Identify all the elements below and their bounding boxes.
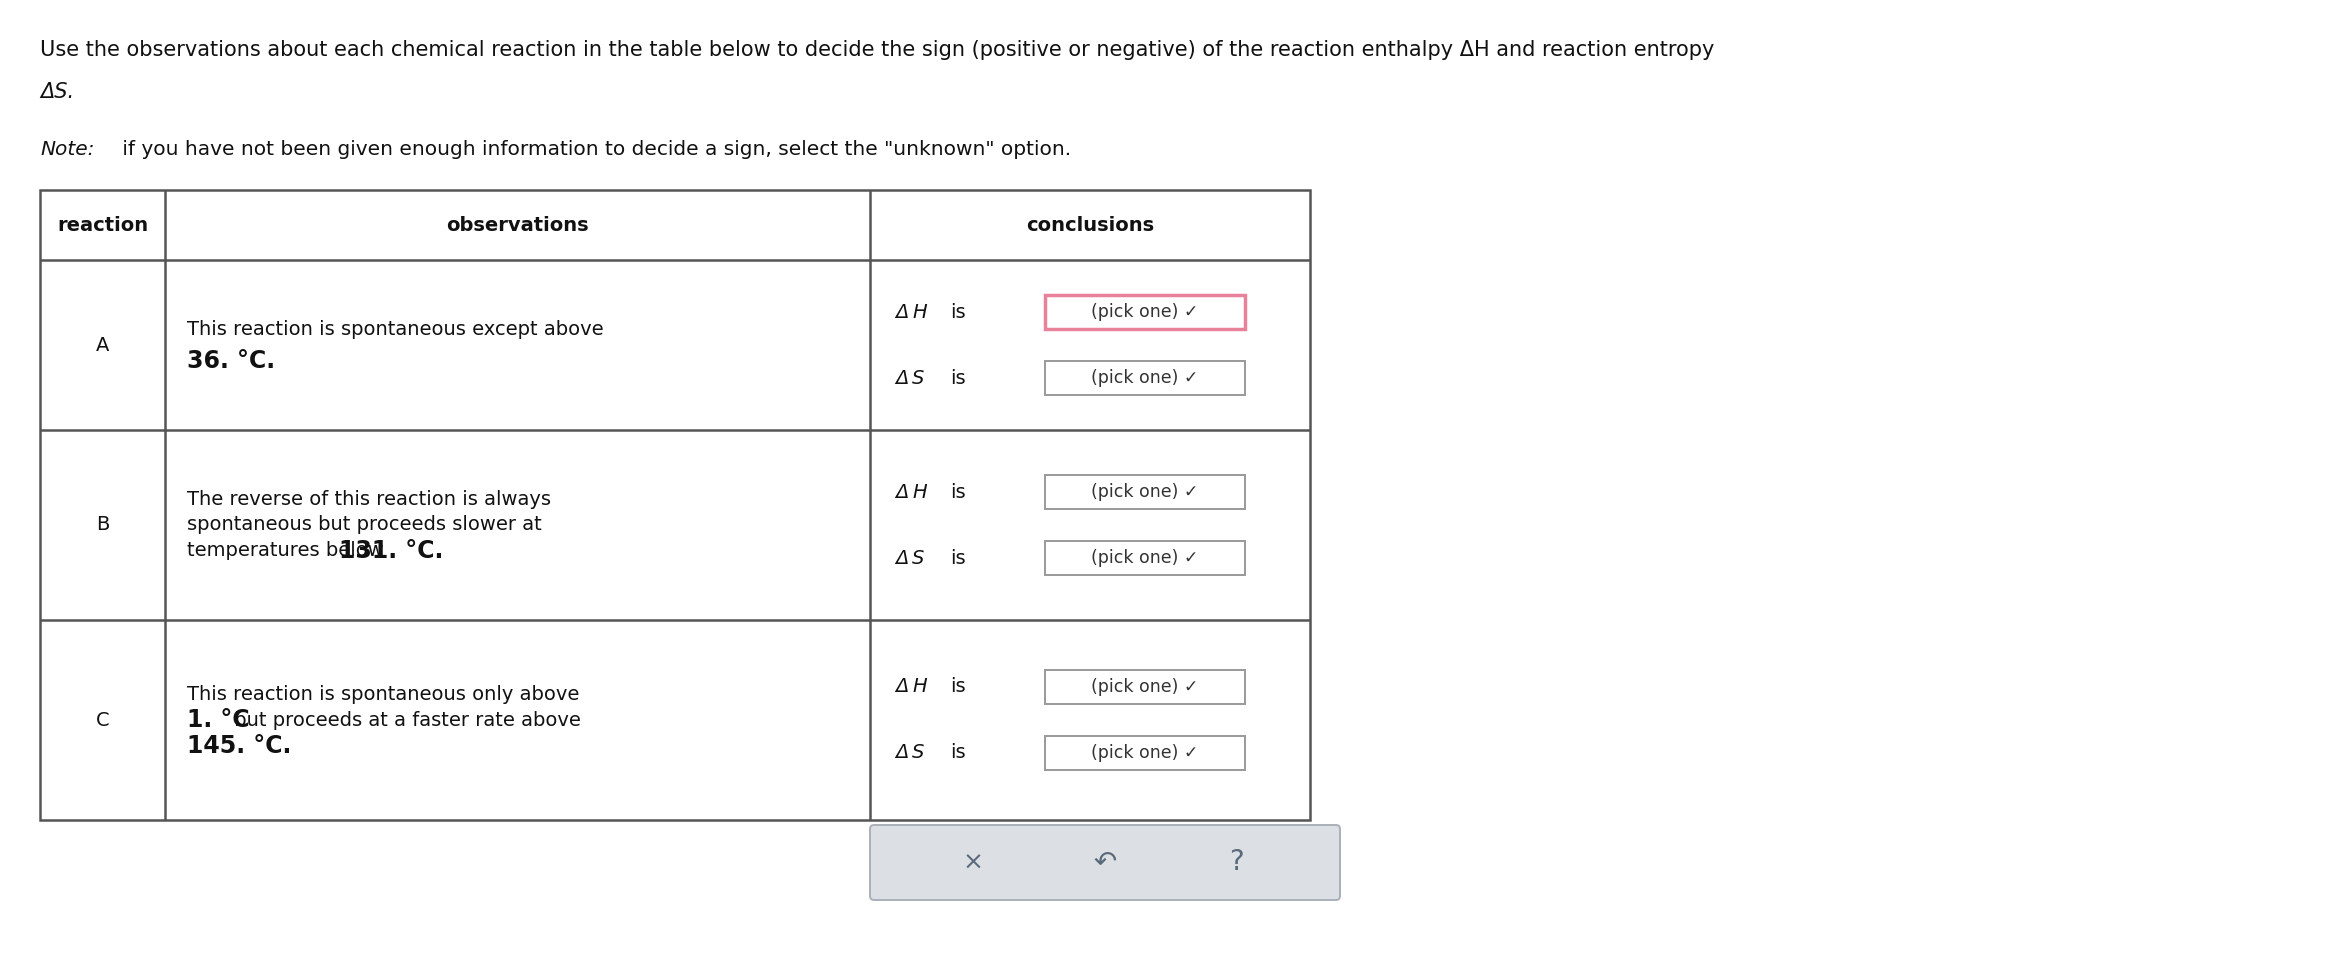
Text: S: S	[912, 368, 924, 387]
Text: is: is	[949, 744, 966, 763]
Text: S: S	[912, 744, 924, 763]
Text: B: B	[96, 515, 108, 534]
Text: Δ: Δ	[895, 744, 909, 763]
Text: ΔS.: ΔS.	[40, 82, 75, 102]
Text: Note:: Note:	[40, 140, 94, 159]
Text: A: A	[96, 336, 108, 355]
Text: Δ: Δ	[895, 302, 909, 321]
Bar	[1046, 541, 1246, 575]
Bar	[1046, 475, 1246, 509]
Text: reaction: reaction	[56, 215, 148, 234]
FancyBboxPatch shape	[870, 825, 1340, 900]
Text: The reverse of this reaction is always: The reverse of this reaction is always	[188, 489, 550, 509]
Text: 145. °C.: 145. °C.	[188, 734, 291, 758]
Text: ×: ×	[963, 851, 985, 875]
Text: (pick one) ✓: (pick one) ✓	[1090, 369, 1198, 387]
Text: observations: observations	[446, 215, 590, 234]
Text: if you have not been given enough information to decide a sign, select the "unkn: if you have not been given enough inform…	[115, 140, 1072, 159]
Text: Δ: Δ	[895, 483, 909, 502]
Text: H: H	[912, 302, 926, 321]
Text: Use the observations about each chemical reaction in the table below to decide t: Use the observations about each chemical…	[40, 40, 1716, 60]
Text: This reaction is spontaneous except above: This reaction is spontaneous except abov…	[188, 320, 604, 338]
Text: is: is	[949, 549, 966, 568]
Bar	[1046, 670, 1246, 704]
Text: Δ: Δ	[895, 678, 909, 697]
Text: (pick one) ✓: (pick one) ✓	[1090, 483, 1198, 501]
Text: C: C	[96, 710, 110, 729]
Bar	[1046, 361, 1246, 395]
Text: ?: ?	[1229, 849, 1243, 877]
Bar	[40, 190, 1309, 820]
Text: 1. °C: 1. °C	[188, 708, 249, 732]
Text: is: is	[949, 483, 966, 502]
Text: (pick one) ✓: (pick one) ✓	[1090, 549, 1198, 567]
Text: temperatures below: temperatures below	[188, 541, 390, 560]
Text: 131. °C.: 131. °C.	[338, 539, 444, 563]
Text: spontaneous but proceeds slower at: spontaneous but proceeds slower at	[188, 515, 543, 534]
Text: conclusions: conclusions	[1027, 215, 1154, 234]
Text: H: H	[912, 483, 926, 502]
Bar	[1046, 736, 1246, 770]
Text: 36. °C.: 36. °C.	[188, 349, 275, 373]
Text: (pick one) ✓: (pick one) ✓	[1090, 303, 1198, 321]
Text: S: S	[912, 549, 924, 568]
Text: ↶: ↶	[1093, 849, 1116, 877]
Text: but proceeds at a faster rate above: but proceeds at a faster rate above	[228, 710, 580, 729]
Text: (pick one) ✓: (pick one) ✓	[1090, 744, 1198, 762]
Text: (pick one) ✓: (pick one) ✓	[1090, 678, 1198, 696]
Bar	[1046, 295, 1246, 329]
Text: Δ: Δ	[895, 368, 909, 387]
Text: is: is	[949, 368, 966, 387]
Text: is: is	[949, 302, 966, 321]
Text: is: is	[949, 678, 966, 697]
Text: H: H	[912, 678, 926, 697]
Text: Δ: Δ	[895, 549, 909, 568]
Text: This reaction is spontaneous only above: This reaction is spontaneous only above	[188, 684, 580, 704]
